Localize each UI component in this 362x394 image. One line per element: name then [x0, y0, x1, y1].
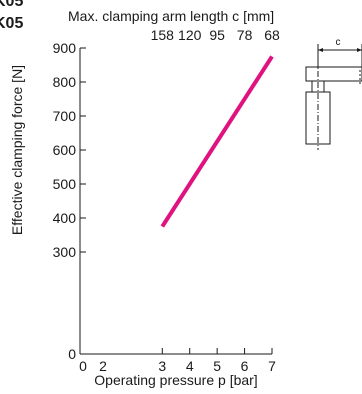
x-tick-label: 0	[79, 358, 87, 374]
y-tick-label: 0	[68, 346, 76, 362]
cylinder-body	[305, 91, 331, 145]
y-tick-label: 600	[53, 142, 77, 158]
top-tick-label: 95	[209, 27, 225, 43]
top-tick-label: 158	[151, 27, 175, 43]
y-tick-label: 700	[53, 108, 77, 124]
y-axis-label: Effective clamping force [N]	[9, 65, 25, 235]
dimension-arrow-left	[318, 48, 323, 52]
x-tick-label: 3	[158, 358, 166, 374]
model-label: K05	[0, 15, 23, 32]
top-tick-label: 120	[178, 27, 202, 43]
top-ticks: 158 120 95 78 68	[151, 27, 280, 43]
clamping-cylinder-diagram	[305, 44, 362, 150]
model-label-top: K05	[0, 0, 23, 10]
y-tick-label: 400	[53, 210, 77, 226]
y-tick-label: 300	[53, 244, 77, 260]
top-tick-label: 68	[264, 27, 280, 43]
series-line	[160, 55, 274, 228]
dimension-label-c: c	[336, 37, 341, 48]
clamping-arm	[305, 66, 362, 82]
x-tick-label: 5	[213, 358, 221, 374]
y-tick-label: 500	[53, 176, 77, 192]
y-ticks: 0 300 400 500 600 700 800 900	[53, 40, 86, 362]
x-tick-label: 7	[268, 358, 276, 374]
y-tick-label: 800	[53, 74, 77, 90]
dimension-arrow-right	[357, 48, 362, 52]
top-tick-label: 78	[237, 27, 253, 43]
y-tick-label: 900	[53, 40, 77, 56]
x-tick-label: 6	[241, 358, 249, 374]
x-tick-label: 4	[186, 358, 194, 374]
top-axis-label: Max. clamping arm length c [mm]	[68, 8, 274, 24]
x-tick-label: 2	[99, 358, 107, 374]
series-group	[160, 55, 274, 228]
x-axis-label: Operating pressure p [bar]	[94, 372, 257, 388]
